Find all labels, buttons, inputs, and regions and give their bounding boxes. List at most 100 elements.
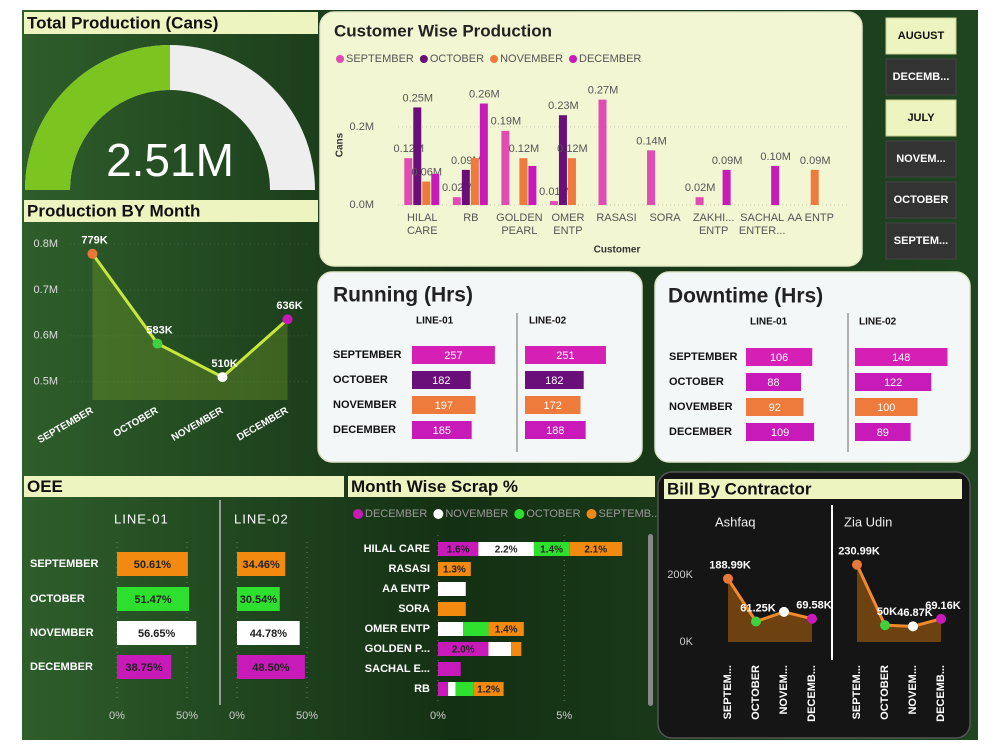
legend-label: DECEMBER bbox=[579, 53, 641, 65]
series-name: Ashfaq bbox=[715, 514, 755, 529]
slicer-button[interactable] bbox=[885, 99, 957, 137]
value-label: 148 bbox=[892, 352, 910, 364]
column-header: LINE-01 bbox=[750, 317, 788, 328]
x-tick-label: OMER ENTP bbox=[551, 212, 585, 237]
bar bbox=[855, 348, 948, 366]
value-label: 185 bbox=[433, 425, 451, 437]
bar bbox=[412, 371, 471, 389]
category-label: DECEMBER bbox=[333, 424, 396, 436]
bar bbox=[855, 398, 918, 416]
value-label: 106 bbox=[770, 352, 788, 364]
category-label: GOLDEN P... bbox=[365, 643, 430, 655]
value-label: 188 bbox=[546, 425, 564, 437]
value-label: 122 bbox=[884, 377, 902, 389]
y-tick-label: 0.2M bbox=[350, 121, 374, 133]
value-label: 92 bbox=[769, 402, 781, 414]
slicer-button[interactable] bbox=[885, 140, 957, 178]
legend-marker bbox=[353, 509, 363, 519]
x-tick-label: GOLDEN PEARL bbox=[496, 212, 543, 237]
category-label: SEPTEMBER bbox=[669, 351, 738, 363]
value-label: 0.12M bbox=[509, 143, 540, 155]
category-label: OMER ENTP bbox=[365, 623, 430, 635]
title-bar bbox=[24, 200, 318, 222]
x-tick-label: SACHAL ENTER... bbox=[738, 212, 786, 237]
bar bbox=[746, 398, 804, 416]
label-box: RB bbox=[463, 212, 478, 224]
x-tick-label: OCTOBER bbox=[879, 665, 891, 720]
category-label: SEPTEMBER bbox=[30, 558, 99, 570]
value-label: 48.50% bbox=[252, 662, 290, 674]
legend-marker bbox=[586, 509, 597, 519]
slicer-label: JULY bbox=[907, 112, 935, 124]
legend-label: NOVEMBER bbox=[445, 508, 508, 520]
x-tick-label: 5% bbox=[556, 710, 572, 722]
category-label: DECEMBER bbox=[669, 426, 732, 438]
point bbox=[880, 620, 890, 631]
x-tick-label: HILAL CARE bbox=[406, 212, 438, 237]
y-tick-label: 0.8M bbox=[34, 238, 58, 250]
bar bbox=[525, 371, 584, 389]
value-label: 50.61% bbox=[134, 559, 172, 571]
slicer-button[interactable] bbox=[885, 58, 957, 96]
bar bbox=[501, 130, 510, 205]
bar-segment bbox=[438, 542, 479, 556]
chart-title: Month Wise Scrap % bbox=[351, 477, 518, 496]
chart-title: Customer Wise Production bbox=[334, 21, 552, 40]
bar bbox=[404, 158, 413, 205]
bar bbox=[528, 165, 537, 205]
category-label: AA ENTP bbox=[382, 583, 430, 595]
label-box: OMER ENTP bbox=[551, 212, 585, 237]
bar bbox=[558, 115, 567, 205]
bar bbox=[746, 423, 815, 441]
bar bbox=[549, 201, 558, 205]
value-label: 779K bbox=[81, 235, 107, 247]
value-label: 1.4% bbox=[495, 625, 518, 636]
bar bbox=[695, 197, 704, 205]
bar-segment bbox=[463, 622, 489, 636]
column-header: LINE-02 bbox=[859, 317, 897, 328]
label-box: GOLDEN PEARL bbox=[496, 212, 543, 237]
value-label: 251 bbox=[556, 350, 574, 362]
legend-label: SEPTEMBER bbox=[346, 53, 414, 65]
category-label: SACHAL E... bbox=[365, 663, 430, 675]
value-label: 69.16K bbox=[925, 600, 961, 612]
slicer-button[interactable] bbox=[885, 181, 957, 219]
value-label: 0.25M bbox=[402, 92, 433, 104]
point bbox=[936, 613, 946, 624]
bar-segment bbox=[448, 682, 456, 696]
value-label: 188.99K bbox=[709, 560, 751, 572]
point bbox=[152, 338, 163, 349]
slicer-label: NOVEM... bbox=[896, 153, 946, 165]
slicer-label: DECEMB... bbox=[893, 71, 950, 83]
bar bbox=[117, 655, 172, 679]
value-label: 0.10M bbox=[760, 151, 791, 163]
x-tick-label: 50% bbox=[296, 710, 318, 722]
value-label: 61.25K bbox=[740, 602, 776, 614]
legend-label: NOVEMBER bbox=[500, 53, 563, 65]
value-label: 0.09M bbox=[712, 155, 743, 167]
panel bbox=[317, 271, 643, 463]
slicer-button[interactable] bbox=[885, 222, 957, 260]
value-label: 69.58K bbox=[796, 600, 832, 612]
value-label: 34.46% bbox=[242, 559, 280, 571]
point bbox=[723, 573, 733, 584]
label-box: RASASI bbox=[596, 212, 636, 224]
x-tick-label: DECEMB... bbox=[806, 665, 818, 722]
bar bbox=[412, 396, 476, 414]
x-tick-label: AA ENTP bbox=[787, 212, 834, 224]
category-label: RB bbox=[414, 683, 430, 695]
bar bbox=[746, 348, 813, 366]
value-label: 1.3% bbox=[443, 565, 466, 576]
value-label: 1.2% bbox=[477, 685, 500, 696]
value-label: 0.12M bbox=[557, 143, 588, 155]
bar bbox=[470, 158, 479, 205]
gauge-value: 2.51M bbox=[106, 134, 234, 186]
value-label: 44.78% bbox=[250, 628, 288, 640]
bar bbox=[525, 396, 581, 414]
x-tick-label: 0% bbox=[229, 710, 245, 722]
slicer-button[interactable] bbox=[885, 17, 957, 55]
title-bar bbox=[664, 479, 962, 499]
bar bbox=[237, 587, 280, 611]
label-box: SACHAL ENTER... bbox=[738, 212, 786, 237]
bar-segment bbox=[488, 642, 512, 656]
